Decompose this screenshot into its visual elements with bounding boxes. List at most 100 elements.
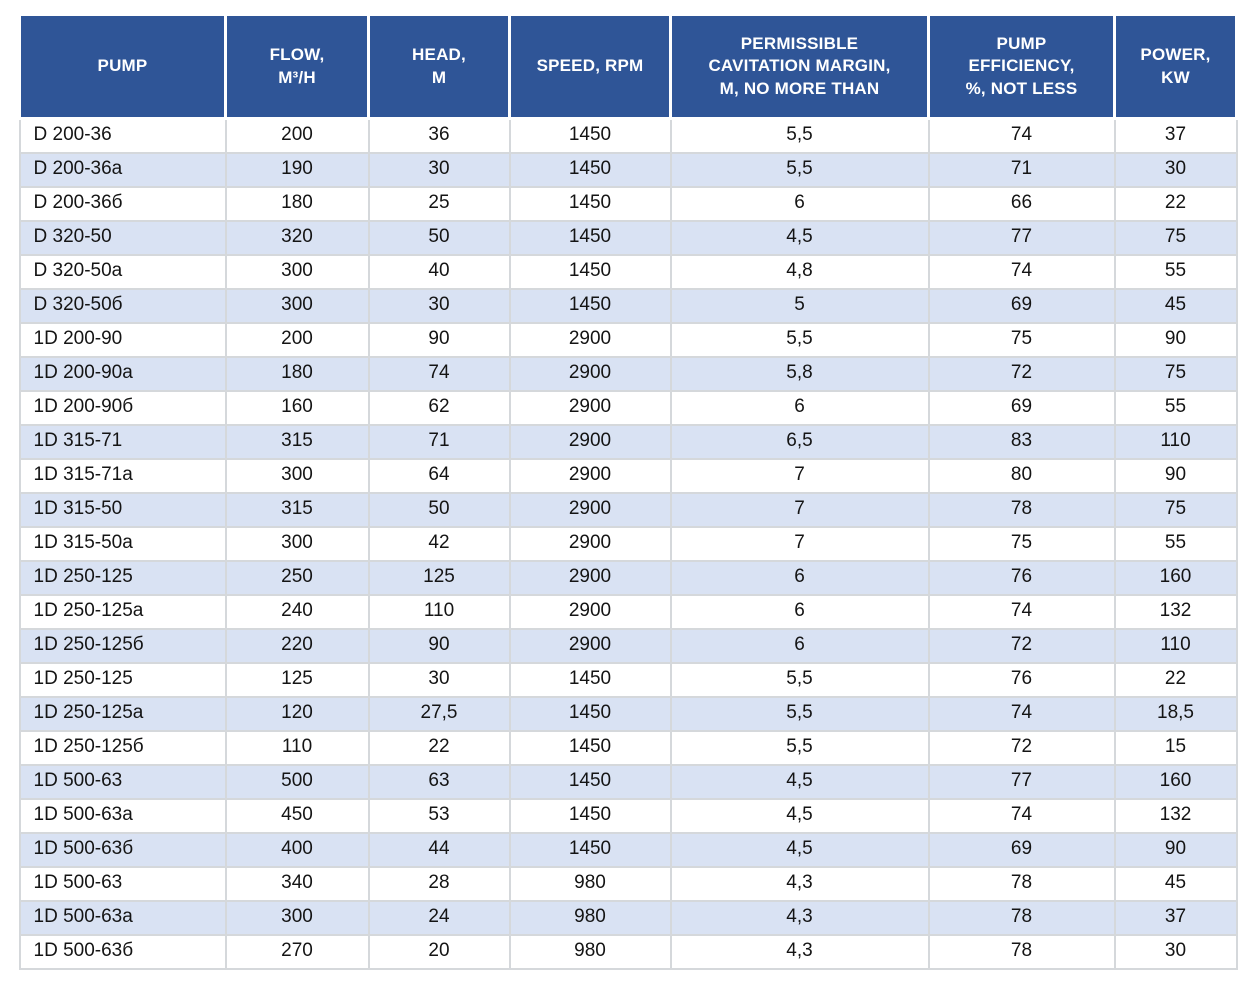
value-cell-flow: 190 [225, 152, 370, 188]
value-cell-power: 55 [1114, 390, 1238, 426]
pump-name-cell: 1D 250-125a [18, 696, 227, 732]
value-cell-speed: 980 [509, 934, 672, 970]
value-cell-flow: 450 [225, 798, 370, 834]
header-cell-cavitation: PERMISSIBLE CAVITATION MARGIN, M, NO MOR… [669, 13, 930, 120]
value-cell-cavitation: 4,5 [670, 220, 930, 256]
value-cell-cavitation: 4,5 [670, 764, 930, 800]
value-cell-flow: 315 [225, 424, 370, 460]
header-cell-efficiency: PUMP EFFICIENCY, %, NOT LESS [927, 13, 1116, 120]
value-cell-efficiency: 72 [928, 730, 1116, 766]
value-cell-power: 22 [1114, 662, 1238, 698]
pump-name-cell: 1D 500-63 [18, 866, 227, 902]
value-cell-cavitation: 6 [670, 390, 930, 426]
value-cell-power: 75 [1114, 492, 1238, 528]
value-cell-speed: 1450 [509, 730, 672, 766]
value-cell-cavitation: 4,3 [670, 900, 930, 936]
value-cell-speed: 2900 [509, 458, 672, 494]
value-cell-flow: 200 [225, 322, 370, 358]
header-cell-flow: FLOW, M³/H [224, 13, 370, 120]
pump-name-cell: D 200-36a [18, 152, 227, 188]
value-cell-cavitation: 6 [670, 186, 930, 222]
pump-name-cell: 1D 315-50a [18, 526, 227, 562]
value-cell-speed: 2900 [509, 492, 672, 528]
value-cell-power: 132 [1114, 594, 1238, 630]
table-header: PUMP FLOW, M³/H HEAD, M SPEED, RPM PERMISSIB… [18, 13, 1238, 120]
table-row: D 200-36a 190 30 1450 5,5 71 30 [18, 152, 1238, 188]
table-row: D 200-36б 180 25 1450 6 66 22 [18, 186, 1238, 222]
value-cell-head: 27,5 [368, 696, 511, 732]
value-cell-speed: 1450 [509, 696, 672, 732]
pump-name-cell: 1D 500-63б [18, 832, 227, 868]
value-cell-efficiency: 69 [928, 288, 1116, 324]
value-cell-flow: 270 [225, 934, 370, 970]
value-cell-head: 110 [368, 594, 511, 630]
value-cell-speed: 2900 [509, 526, 672, 562]
value-cell-head: 30 [368, 152, 511, 188]
value-cell-cavitation: 4,5 [670, 798, 930, 834]
value-cell-speed: 2900 [509, 424, 672, 460]
value-cell-speed: 1450 [509, 832, 672, 868]
value-cell-head: 22 [368, 730, 511, 766]
value-cell-head: 90 [368, 322, 511, 358]
value-cell-head: 125 [368, 560, 511, 596]
table-row: 1D 200-90б 160 62 2900 6 69 55 [18, 390, 1238, 426]
value-cell-power: 30 [1114, 152, 1238, 188]
value-cell-cavitation: 5,5 [670, 322, 930, 358]
header-cell-speed: SPEED, RPM [508, 13, 672, 120]
header-cell-head: HEAD, M [367, 13, 511, 120]
value-cell-head: 44 [368, 832, 511, 868]
value-cell-head: 63 [368, 764, 511, 800]
table-row: 1D 250-125 250 125 2900 6 76 160 [18, 560, 1238, 596]
value-cell-speed: 1450 [509, 798, 672, 834]
value-cell-flow: 300 [225, 526, 370, 562]
table-row: 1D 250-125б 110 22 1450 5,5 72 15 [18, 730, 1238, 766]
value-cell-efficiency: 78 [928, 866, 1116, 902]
value-cell-efficiency: 72 [928, 356, 1116, 392]
table-row: 1D 200-90a 180 74 2900 5,8 72 75 [18, 356, 1238, 392]
value-cell-head: 62 [368, 390, 511, 426]
value-cell-cavitation: 4,3 [670, 934, 930, 970]
value-cell-flow: 320 [225, 220, 370, 256]
value-cell-efficiency: 76 [928, 662, 1116, 698]
table-row: 1D 500-63 340 28 980 4,3 78 45 [18, 866, 1238, 902]
value-cell-power: 132 [1114, 798, 1238, 834]
table-row: 1D 315-71 315 71 2900 6,5 83 110 [18, 424, 1238, 460]
table-row: 1D 250-125 125 30 1450 5,5 76 22 [18, 662, 1238, 698]
value-cell-flow: 180 [225, 356, 370, 392]
value-cell-flow: 300 [225, 254, 370, 290]
pump-name-cell: 1D 315-50 [18, 492, 227, 528]
value-cell-head: 30 [368, 288, 511, 324]
value-cell-power: 30 [1114, 934, 1238, 970]
table-row: 1D 500-63б 270 20 980 4,3 78 30 [18, 934, 1238, 970]
pump-name-cell: 1D 500-63б [18, 934, 227, 970]
table-row: 1D 500-63б 400 44 1450 4,5 69 90 [18, 832, 1238, 868]
value-cell-power: 37 [1114, 900, 1238, 936]
pump-name-cell: 1D 500-63a [18, 798, 227, 834]
pump-name-cell: 1D 315-71a [18, 458, 227, 494]
value-cell-cavitation: 5,5 [670, 662, 930, 698]
value-cell-cavitation: 6 [670, 560, 930, 596]
value-cell-cavitation: 6 [670, 594, 930, 630]
value-cell-head: 25 [368, 186, 511, 222]
value-cell-power: 90 [1114, 458, 1238, 494]
value-cell-cavitation: 7 [670, 492, 930, 528]
pump-name-cell: 1D 250-125б [18, 730, 227, 766]
value-cell-power: 90 [1114, 322, 1238, 358]
value-cell-efficiency: 74 [928, 594, 1116, 630]
table-row: 1D 315-50 315 50 2900 7 78 75 [18, 492, 1238, 528]
value-cell-cavitation: 5,5 [670, 696, 930, 732]
value-cell-power: 160 [1114, 764, 1238, 800]
value-cell-head: 30 [368, 662, 511, 698]
pump-name-cell: 1D 200-90a [18, 356, 227, 392]
value-cell-cavitation: 4,5 [670, 832, 930, 868]
value-cell-efficiency: 76 [928, 560, 1116, 596]
value-cell-efficiency: 78 [928, 492, 1116, 528]
value-cell-flow: 220 [225, 628, 370, 664]
table-row: D 320-50б 300 30 1450 5 69 45 [18, 288, 1238, 324]
value-cell-head: 36 [368, 117, 511, 154]
value-cell-head: 90 [368, 628, 511, 664]
value-cell-power: 110 [1114, 628, 1238, 664]
value-cell-flow: 200 [225, 117, 370, 154]
value-cell-speed: 1450 [509, 186, 672, 222]
value-cell-flow: 315 [225, 492, 370, 528]
